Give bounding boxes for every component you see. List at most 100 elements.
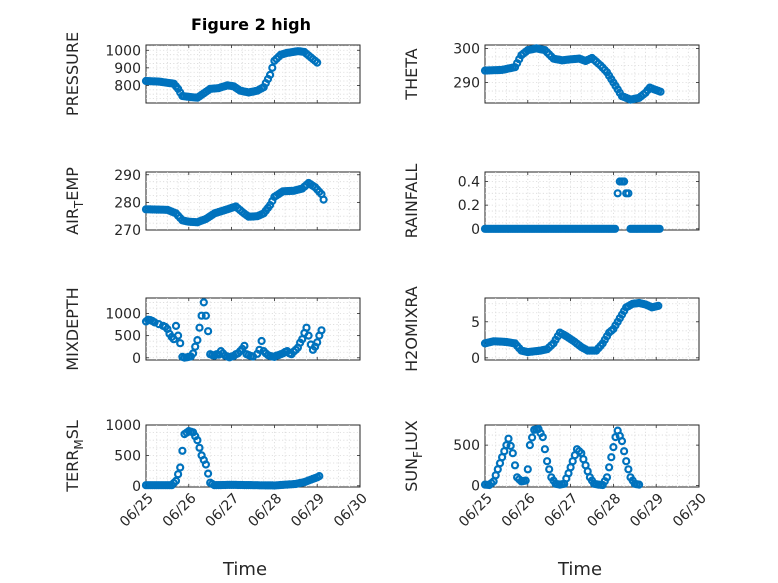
data-point bbox=[201, 460, 210, 469]
data-point bbox=[609, 443, 618, 452]
y-axis-label: PRESSURE bbox=[63, 32, 82, 116]
data-point bbox=[540, 445, 550, 454]
data-point bbox=[602, 473, 612, 482]
y-axis-label: H2OMIXRA bbox=[402, 286, 421, 372]
y-tick-label: 0 bbox=[132, 479, 141, 495]
data-point bbox=[617, 437, 627, 446]
y-axis-label: MIXDEPTH bbox=[63, 287, 82, 370]
data-point bbox=[240, 341, 249, 350]
y-tick-label: 0 bbox=[471, 351, 480, 367]
data-point bbox=[178, 446, 187, 455]
x-tick-label: 06/28 bbox=[245, 491, 285, 531]
x-tick-label: 06/25 bbox=[117, 491, 157, 531]
x-tick-label: 06/26 bbox=[160, 490, 200, 530]
data-point bbox=[176, 339, 185, 348]
data-point bbox=[604, 463, 614, 472]
y-tick-label: 1000 bbox=[105, 418, 141, 434]
data-point bbox=[174, 470, 183, 479]
data-point bbox=[527, 433, 537, 442]
panel-sun_flux: 0 500 06/25 06/26 06/27 06/28 06/29 06/30 SUNFLU… bbox=[402, 420, 710, 580]
y-tick-label: 1000 bbox=[105, 307, 141, 323]
panel-air_temp: 270 280 290 AIRTEMP bbox=[63, 167, 361, 239]
data-point bbox=[201, 311, 210, 320]
x-tick-label: 06/27 bbox=[203, 491, 243, 531]
panel-rainfall: 0 0.2 0.4 RAINFALL bbox=[402, 164, 700, 239]
y-tick-label: 0 bbox=[471, 222, 480, 238]
data-point bbox=[506, 441, 515, 450]
panel-mixdepth: 0 500 1000 MIXDEPTH bbox=[63, 287, 361, 371]
x-tick-label: 06/25 bbox=[456, 491, 496, 531]
data-point bbox=[257, 336, 266, 346]
data-point bbox=[174, 331, 183, 340]
y-tick-label: 300 bbox=[453, 41, 480, 57]
y-axis-label: SUNFLUX bbox=[402, 420, 425, 492]
data-point bbox=[525, 441, 535, 450]
y-tick-label: 1000 bbox=[105, 43, 141, 59]
x-tick-label: 06/30 bbox=[670, 491, 710, 531]
data-point bbox=[624, 465, 633, 474]
axes-frame bbox=[484, 171, 700, 231]
y-tick-label: 290 bbox=[453, 76, 480, 92]
data-point bbox=[313, 338, 322, 347]
data-point bbox=[508, 449, 517, 458]
y-tick-label: 800 bbox=[114, 78, 141, 94]
data-point bbox=[611, 433, 620, 442]
x-tick-label: 06/27 bbox=[542, 491, 582, 531]
data-point bbox=[171, 321, 181, 330]
data-point bbox=[619, 177, 629, 186]
data-point bbox=[304, 331, 313, 340]
y-tick-label: 280 bbox=[114, 195, 141, 211]
data-point bbox=[510, 461, 520, 470]
panel-h2omixra: 0 5 H2OMIXRA bbox=[402, 286, 700, 372]
data-point bbox=[197, 311, 206, 320]
y-tick-label: 290 bbox=[114, 168, 141, 184]
x-tick-label: 06/30 bbox=[331, 491, 371, 531]
data-point bbox=[622, 457, 631, 466]
data-point bbox=[204, 469, 213, 478]
y-tick-label: 500 bbox=[453, 438, 480, 454]
x-axis-label: Time bbox=[557, 559, 602, 580]
data-point bbox=[266, 70, 275, 80]
data-point bbox=[654, 301, 663, 310]
data-point bbox=[656, 87, 665, 96]
data-point bbox=[176, 463, 185, 472]
data-point bbox=[607, 453, 616, 462]
data-point bbox=[171, 476, 181, 485]
data-point bbox=[624, 189, 633, 198]
data-point bbox=[195, 323, 204, 332]
data-point bbox=[619, 447, 629, 456]
data-point bbox=[634, 480, 644, 489]
data-point bbox=[613, 189, 622, 198]
x-axis-label: Time bbox=[222, 559, 267, 580]
y-tick-label: 900 bbox=[114, 61, 141, 77]
x-tick-label: 06/29 bbox=[627, 491, 667, 531]
figure-title: Figure 2 high bbox=[191, 15, 311, 34]
data-point bbox=[504, 434, 513, 443]
data-point bbox=[315, 472, 324, 481]
data-point bbox=[610, 224, 620, 233]
y-tick-label: 270 bbox=[114, 223, 141, 239]
x-tick-label: 06/29 bbox=[288, 491, 328, 531]
data-point bbox=[542, 457, 552, 466]
y-tick-label: 500 bbox=[114, 448, 141, 464]
x-tick-label: 06/28 bbox=[584, 491, 624, 531]
data-point bbox=[302, 323, 311, 332]
data-point bbox=[521, 476, 530, 485]
data-point bbox=[195, 443, 204, 452]
y-axis-label: AIRTEMP bbox=[63, 167, 86, 235]
axes-frame bbox=[484, 44, 700, 104]
data-point bbox=[191, 342, 200, 351]
data-point bbox=[538, 433, 547, 442]
y-axis-label: RAINFALL bbox=[402, 164, 421, 239]
data-point bbox=[189, 349, 198, 358]
data-point bbox=[319, 195, 328, 204]
y-tick-label: 0 bbox=[132, 351, 141, 367]
data-point bbox=[317, 326, 326, 335]
data-point bbox=[523, 465, 532, 474]
data-point bbox=[268, 63, 277, 72]
data-point bbox=[199, 298, 208, 307]
data-point bbox=[193, 436, 202, 445]
y-tick-label: 0.2 bbox=[458, 198, 480, 214]
data-point bbox=[193, 336, 202, 345]
